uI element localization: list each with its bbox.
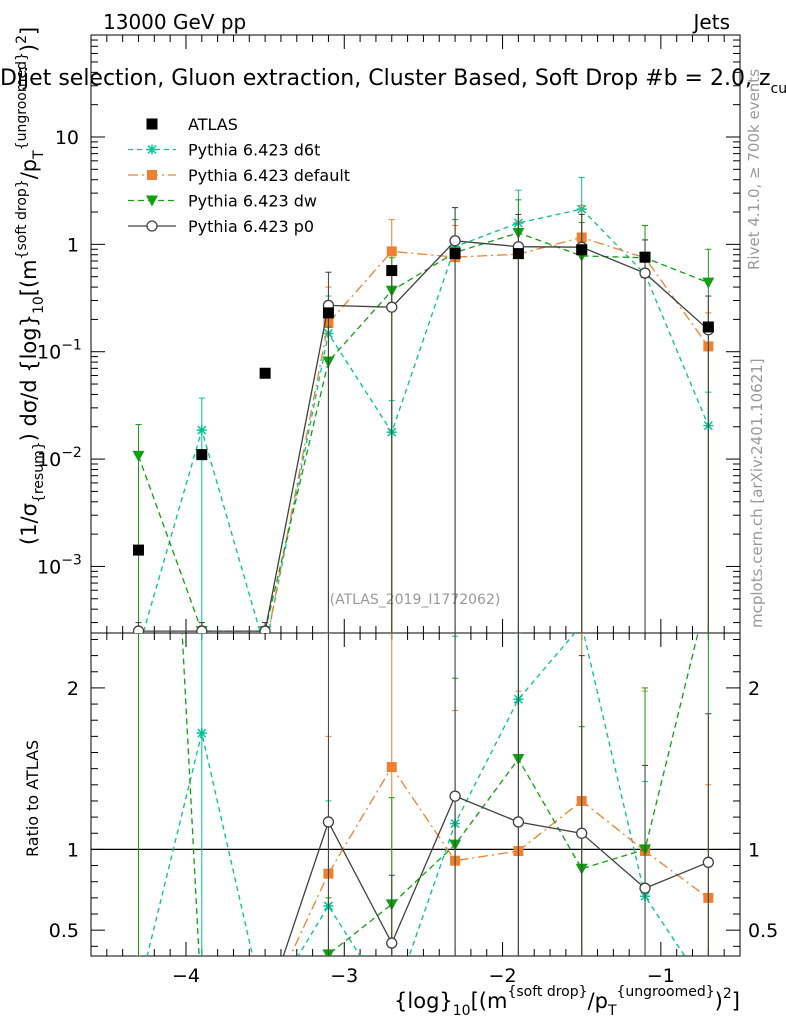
legend-entry-label: ATLAS <box>188 115 238 134</box>
ratio-series-line <box>146 633 686 956</box>
ratio-series-layer <box>91 633 740 1016</box>
atlas-data-point <box>386 265 398 277</box>
data-point-stroke <box>261 645 269 653</box>
series-line <box>267 236 709 633</box>
data-point <box>386 301 398 313</box>
ratio-y-axis-label: Ratio to ATLAS <box>23 740 42 857</box>
x-axis-label: {log}10[(m{soft drop}/pT{ungroomed})2] <box>394 984 740 1019</box>
ratio-series-line <box>181 633 699 956</box>
data-point-stroke <box>134 988 142 996</box>
y-tick-label: 1 <box>67 234 79 256</box>
data-point <box>132 625 145 633</box>
y-tick-label: 10−1 <box>37 338 82 364</box>
data-point <box>133 987 143 997</box>
legend-entry-label: Pythia 6.423 dw <box>188 192 317 211</box>
data-point <box>702 277 715 289</box>
ratio-y-tick-label-right: 1 <box>748 839 760 861</box>
atlas-data-point <box>196 449 208 461</box>
data-point <box>259 1005 271 1016</box>
data-point <box>196 625 208 633</box>
axes-layer: −4 −3 −2 −1 10−3 10−2 10−1 1 10 0.5 0.5 1 1 2 2 <box>37 35 778 987</box>
data-point-stroke <box>261 1006 269 1014</box>
data-point <box>147 170 157 180</box>
data-point <box>702 856 714 868</box>
data-point <box>196 425 207 436</box>
ratio-y-tick-label: 1 <box>67 839 79 861</box>
ratio-series-line <box>289 765 709 956</box>
header-jets: Jets <box>692 10 730 34</box>
atlas-data-point <box>259 367 271 379</box>
legend-entry-label: Pythia 6.423 p0 <box>188 217 314 236</box>
data-point <box>260 1005 270 1015</box>
data-point <box>449 790 461 802</box>
data-point-stroke <box>197 728 207 738</box>
ratio-series-line <box>282 795 709 956</box>
data-point <box>386 762 397 773</box>
data-point <box>260 1005 270 1015</box>
ratio-plot-frame <box>90 632 741 957</box>
data-point <box>196 1003 208 1014</box>
main-y-axis-label: (1/σ{resum}) dσ/d {log}10[(m{soft drop}/… <box>14 27 47 545</box>
data-point <box>133 987 143 997</box>
data-point <box>259 625 271 633</box>
legend: ATLAS Pythia 6.423 d6t Pythia 6.423 defaul… <box>128 115 350 236</box>
data-point <box>147 144 157 155</box>
data-point <box>132 450 145 462</box>
ratio-y-tick-label: 0.5 <box>49 920 79 942</box>
rivet-version-label: Rivet 4.1.0, ≥ 700k events <box>745 69 763 270</box>
data-point <box>386 937 398 949</box>
series-line <box>138 240 709 632</box>
atlas-data-point <box>322 307 334 319</box>
data-point <box>386 246 397 257</box>
y-tick-label: 10−2 <box>37 445 82 471</box>
chart-title: Dijet selection, Gluon extraction, Clust… <box>0 66 786 97</box>
atlas-data-point <box>639 251 651 263</box>
legend-entry-label: Pythia 6.423 d6t <box>188 141 320 160</box>
data-point-stroke <box>197 425 207 435</box>
ratio-y-tick-label: 2 <box>67 678 79 700</box>
data-point <box>133 978 143 988</box>
data-point <box>449 235 461 247</box>
analysis-id: (ATLAS_2019_I1772062) <box>330 592 501 608</box>
mcplots-label: mcplots.cern.ch [arXiv:2401.10621] <box>748 358 766 628</box>
atlas-data-point <box>512 248 524 260</box>
data-point <box>576 827 588 839</box>
data-point <box>197 1003 207 1013</box>
x-tick-label: −3 <box>330 965 358 987</box>
x-tick-label: −2 <box>489 965 517 987</box>
y-tick-label: 10 <box>55 127 79 149</box>
data-point <box>639 267 651 279</box>
data-point <box>146 195 158 207</box>
data-point-stroke <box>147 144 157 155</box>
data-point <box>260 644 270 654</box>
legend-entry-label: Pythia 6.423 default <box>188 166 350 185</box>
main-series-layer <box>132 176 715 654</box>
data-point-stroke <box>134 988 142 996</box>
data-point-stroke <box>261 645 269 653</box>
data-point <box>196 728 207 739</box>
data-point <box>512 816 525 828</box>
x-tick-label: −4 <box>172 965 200 987</box>
ratio-y-tick-label-right: 2 <box>748 678 760 700</box>
data-point <box>260 1005 270 1015</box>
data-point <box>639 882 651 894</box>
y-tick-label: 10−3 <box>37 552 82 578</box>
data-point <box>197 1002 207 1012</box>
atlas-data-point <box>702 321 714 333</box>
data-point-stroke <box>261 1006 269 1014</box>
header-energy: 13000 GeV pp <box>103 10 246 34</box>
data-point <box>260 644 270 654</box>
data-point <box>146 220 158 232</box>
atlas-data-point <box>576 244 588 256</box>
x-tick-label: −1 <box>647 965 675 987</box>
atlas-data-point <box>449 248 461 260</box>
data-point <box>322 816 335 828</box>
atlas-data-point <box>132 544 144 556</box>
ratio-y-tick-label-right: 0.5 <box>748 920 778 942</box>
legend-marker <box>146 118 158 130</box>
series-line <box>142 208 709 633</box>
series-line <box>137 232 709 632</box>
